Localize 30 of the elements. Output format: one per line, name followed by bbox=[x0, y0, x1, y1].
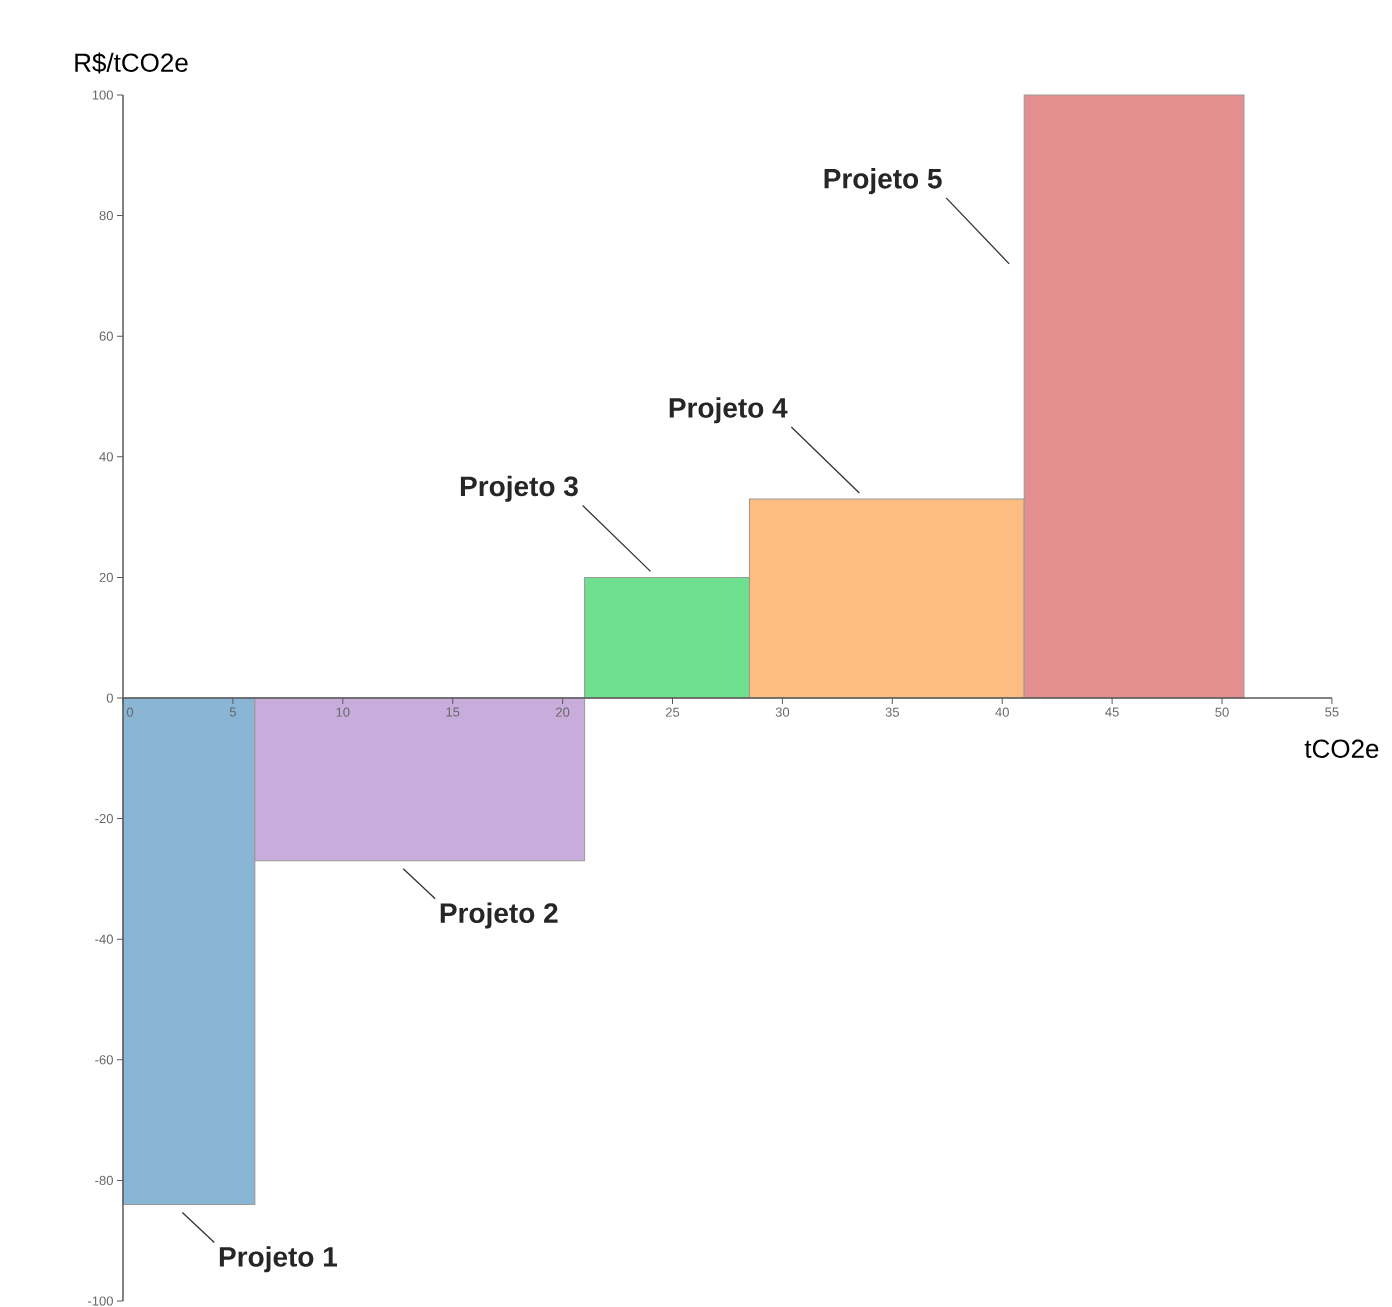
x-tick-label: 55 bbox=[1325, 707, 1339, 717]
y-tick-label: -60 bbox=[95, 1055, 113, 1065]
y-tick-label: 60 bbox=[99, 331, 113, 341]
x-tick-label: 5 bbox=[229, 707, 236, 717]
annotation: Projeto 2 bbox=[440, 902, 558, 929]
x-tick-label: 50 bbox=[1215, 707, 1229, 717]
x-tick-label: 10 bbox=[336, 707, 350, 717]
annotation: Projeto 5 bbox=[824, 168, 942, 195]
y-tick-label: -40 bbox=[95, 934, 113, 944]
y-tick-label: 80 bbox=[99, 210, 113, 221]
y-tick-label: 0 bbox=[106, 693, 113, 703]
y-tick-label: 100 bbox=[92, 90, 113, 100]
y-tick-label: -20 bbox=[95, 813, 113, 824]
x-axis-title: tCO2e bbox=[1304, 739, 1379, 758]
annotation: Projeto 3 bbox=[460, 475, 578, 502]
y-tick-label: 40 bbox=[99, 452, 113, 462]
x-tick-label: 0 bbox=[126, 707, 134, 717]
x-tick-label: 30 bbox=[775, 707, 790, 717]
x-tick-label: 35 bbox=[885, 707, 899, 717]
y-tick-label: -80 bbox=[95, 1175, 113, 1185]
y-tick-label: 20 bbox=[99, 572, 113, 582]
annotation: Projeto 1 bbox=[219, 1246, 338, 1273]
x-tick-label: 20 bbox=[556, 707, 570, 717]
y-axis-title: R$/tCO2e bbox=[75, 52, 188, 74]
annotation: Projeto 4 bbox=[669, 397, 788, 424]
x-tick-label: 15 bbox=[446, 707, 460, 717]
x-tick-label: 45 bbox=[1105, 707, 1119, 717]
y-tick-label: -100 bbox=[88, 1296, 113, 1306]
x-tick-label: 25 bbox=[665, 707, 680, 717]
x-tick-label: 40 bbox=[995, 707, 1009, 717]
